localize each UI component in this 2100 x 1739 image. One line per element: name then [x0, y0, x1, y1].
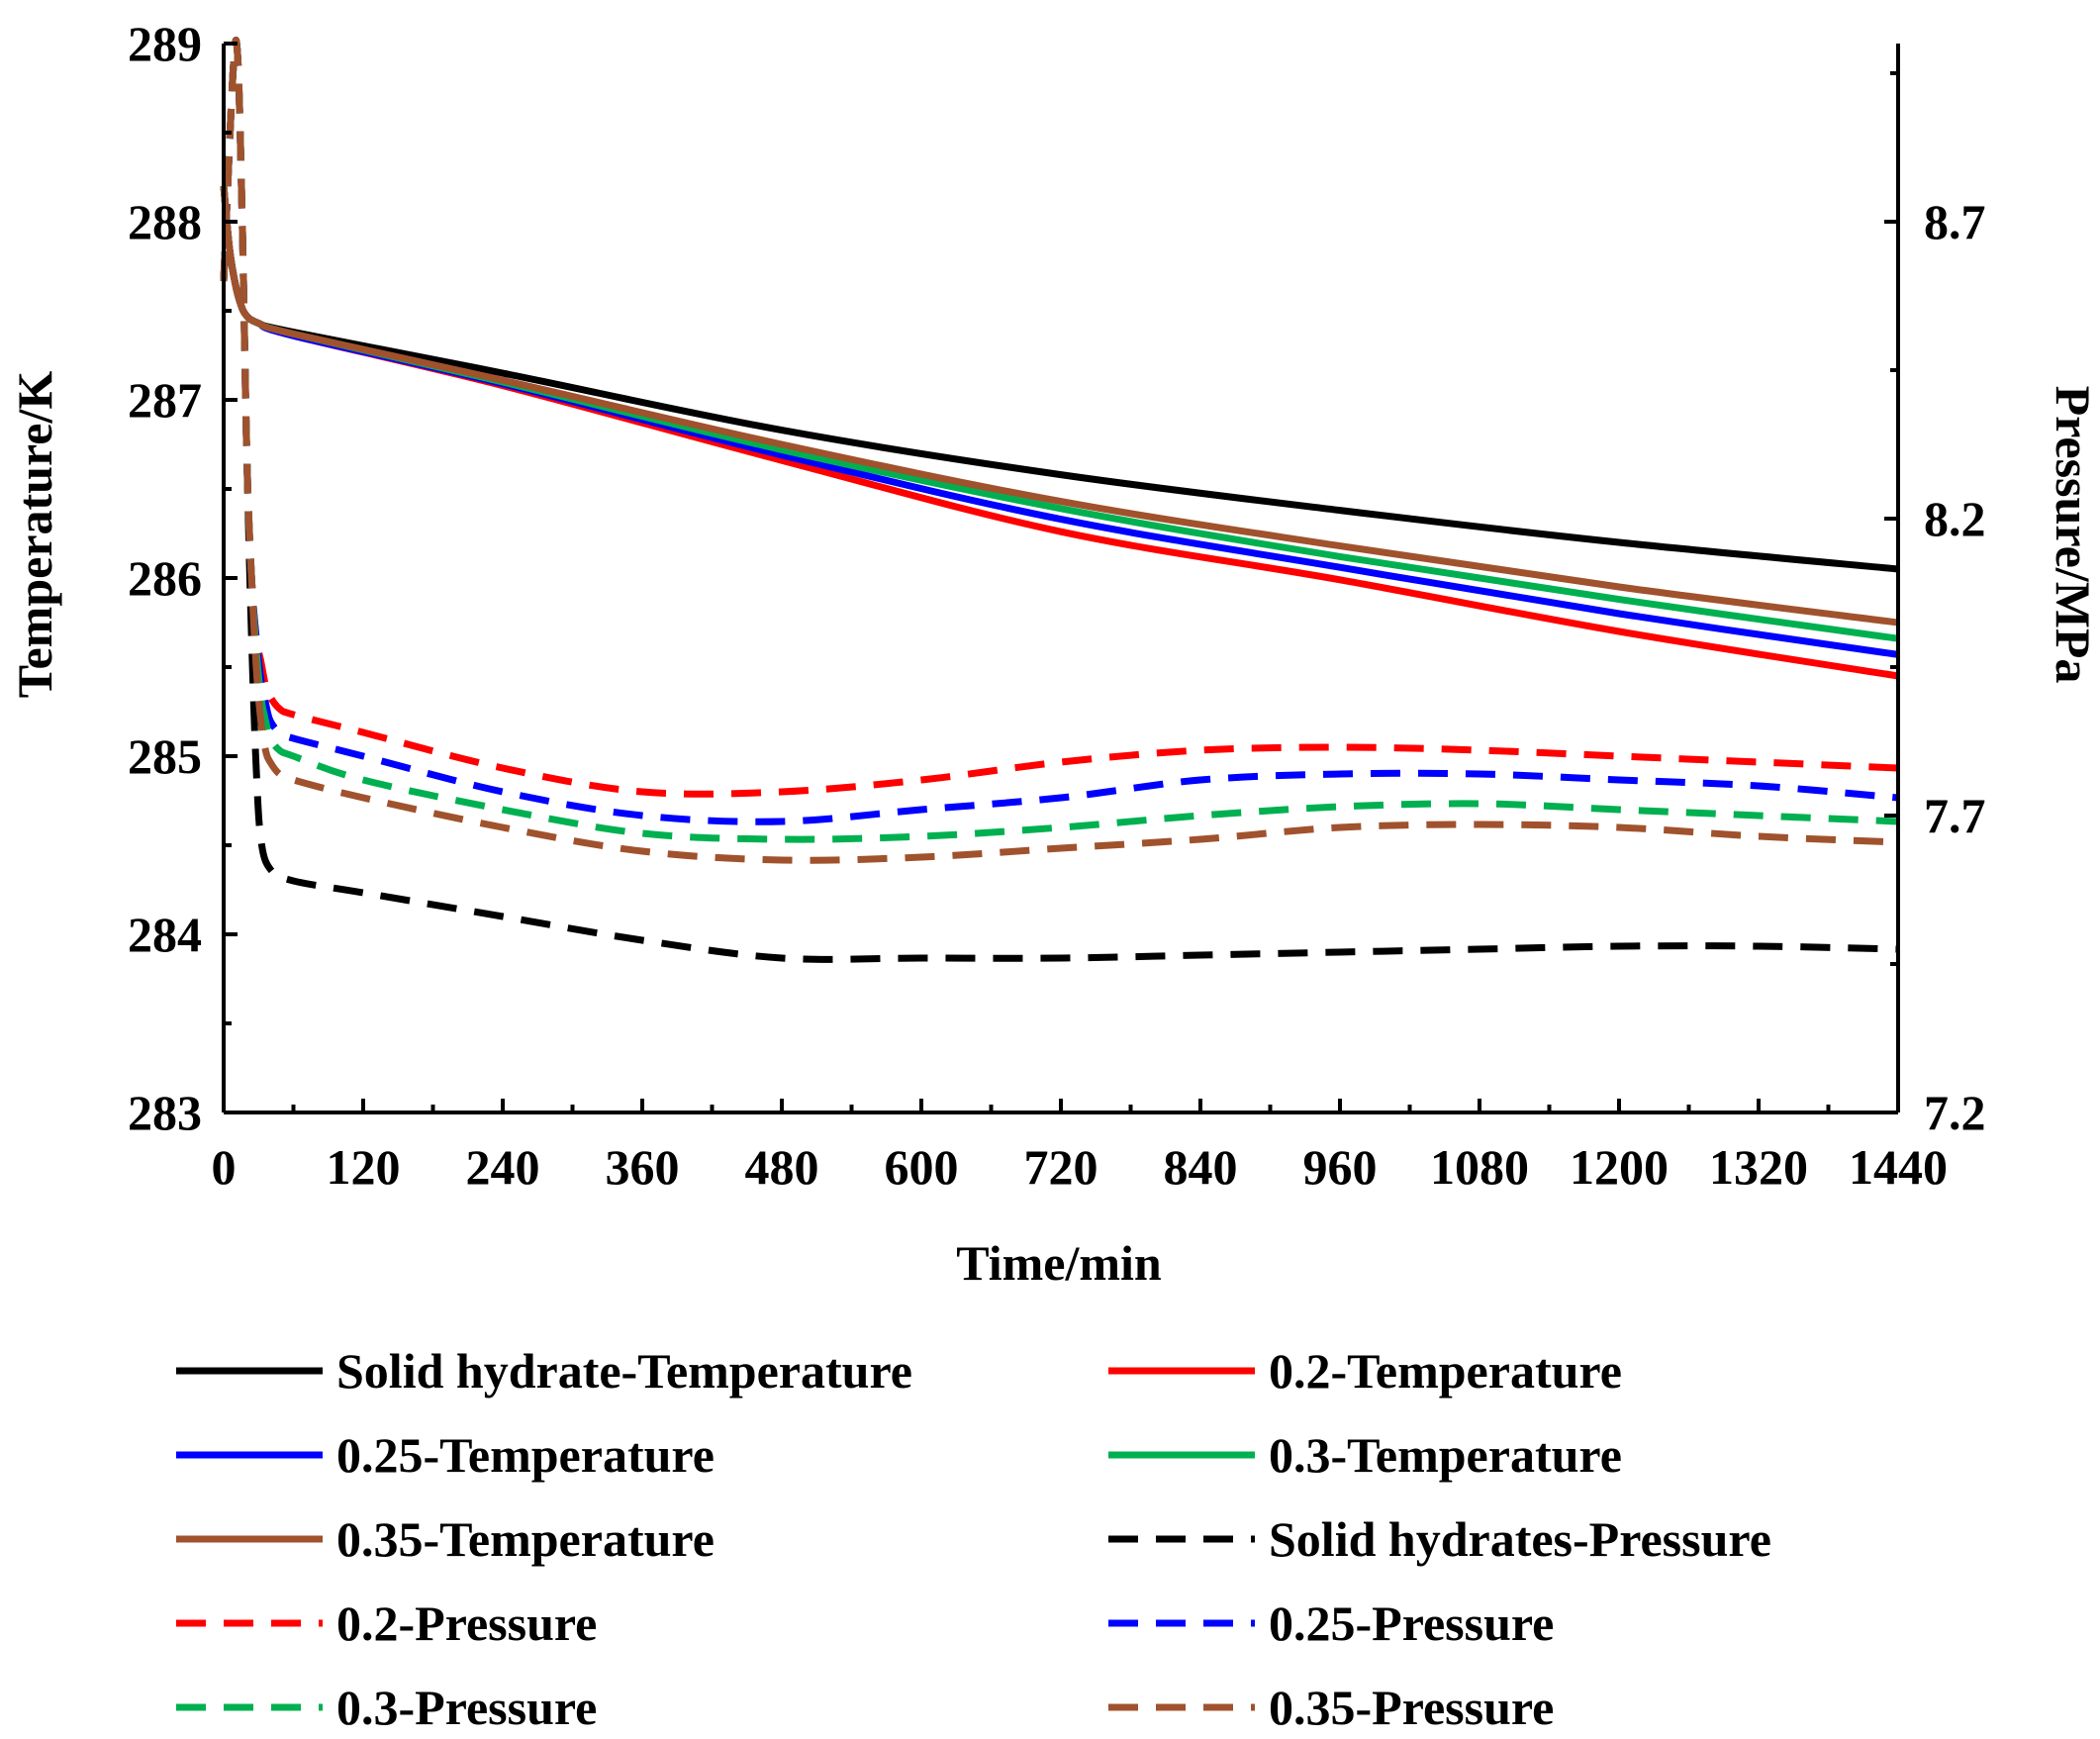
- x-tick-label: 840: [1164, 1139, 1238, 1195]
- y-left-tick-label: 288: [128, 194, 202, 249]
- y-right-tick-label: 8.2: [1924, 491, 1986, 546]
- legend-label: 0.3-Temperature: [1269, 1427, 1622, 1483]
- legend-item: 0.35-Temperature: [176, 1511, 715, 1567]
- x-tick-label: 600: [885, 1139, 959, 1195]
- legend-item: 0.25-Pressure: [1108, 1595, 1554, 1651]
- y-right-tick-label: 8.7: [1924, 194, 1986, 249]
- legend-item: 0.25-Temperature: [176, 1427, 715, 1483]
- x-tick-label: 0: [212, 1139, 237, 1195]
- x-tick-label: 480: [745, 1139, 819, 1195]
- series-line-0-3-pressure: [220, 37, 1899, 843]
- y-left-tick-label: 283: [128, 1085, 202, 1140]
- legend-item: 0.3-Pressure: [176, 1680, 597, 1735]
- legend-item: 0.35-Pressure: [1108, 1680, 1554, 1735]
- y-left-tick-label: 284: [128, 907, 202, 962]
- y-left-tick-label: 286: [128, 550, 202, 606]
- legend-label: Solid hydrates-Pressure: [1269, 1511, 1771, 1567]
- legend-label: 0.2-Temperature: [1269, 1343, 1622, 1399]
- x-tick-label: 120: [327, 1139, 401, 1195]
- x-tick-label: 720: [1024, 1139, 1098, 1195]
- x-axis-title: Time/min: [956, 1235, 1162, 1291]
- y-right-tick-label: 7.2: [1924, 1085, 1986, 1140]
- y-left-tick-label: 287: [128, 372, 202, 428]
- series-line-0-25-pressure: [220, 37, 1899, 825]
- legend: Solid hydrate-Temperature 0.2-Temperature…: [176, 1343, 1771, 1735]
- y-left-tick-label: 289: [128, 16, 202, 71]
- legend-item: 0.3-Temperature: [1108, 1427, 1622, 1483]
- legend-label: 0.2-Pressure: [336, 1595, 597, 1651]
- series-line-0-35-temperature: [220, 185, 1899, 627]
- legend-label: 0.25-Temperature: [336, 1427, 715, 1483]
- legend-item: Solid hydrates-Pressure: [1108, 1511, 1771, 1567]
- x-tick-label: 360: [606, 1139, 680, 1195]
- legend-item: 0.2-Temperature: [1108, 1343, 1622, 1399]
- x-tick-label: 1200: [1570, 1139, 1669, 1195]
- x-tick-label: 960: [1303, 1139, 1378, 1195]
- series-line-0-35-pressure: [220, 37, 1899, 864]
- series-line-0-25-temperature: [220, 185, 1899, 658]
- y-axis-right-title: Pressure/MPa: [2046, 386, 2100, 684]
- x-tick-label: 1080: [1430, 1139, 1529, 1195]
- y-right-tick-label: 7.7: [1924, 788, 1986, 843]
- legend-label: 0.25-Pressure: [1269, 1595, 1554, 1651]
- legend-label: 0.35-Pressure: [1269, 1680, 1554, 1735]
- x-tick-label: 240: [466, 1139, 540, 1195]
- axes-layer: 0 120 240 360 480 600 720 840 960 1080 1200 1320 144…: [128, 16, 1986, 1195]
- x-tick-label: 1320: [1709, 1139, 1808, 1195]
- y-axis-left-title: Temperature/K: [7, 371, 62, 699]
- y-left-tick-label: 285: [128, 728, 202, 784]
- x-tick-label: 1440: [1849, 1139, 1948, 1195]
- legend-label: 0.3-Pressure: [336, 1680, 597, 1735]
- series-layer: [220, 37, 1899, 963]
- series-line-0-2-pressure: [220, 37, 1899, 798]
- legend-item: 0.2-Pressure: [176, 1595, 597, 1651]
- legend-label: 0.35-Temperature: [336, 1511, 715, 1567]
- legend-label: Solid hydrate-Temperature: [336, 1343, 912, 1399]
- series-line-0-3-temperature: [220, 185, 1899, 642]
- legend-item: Solid hydrate-Temperature: [176, 1343, 912, 1399]
